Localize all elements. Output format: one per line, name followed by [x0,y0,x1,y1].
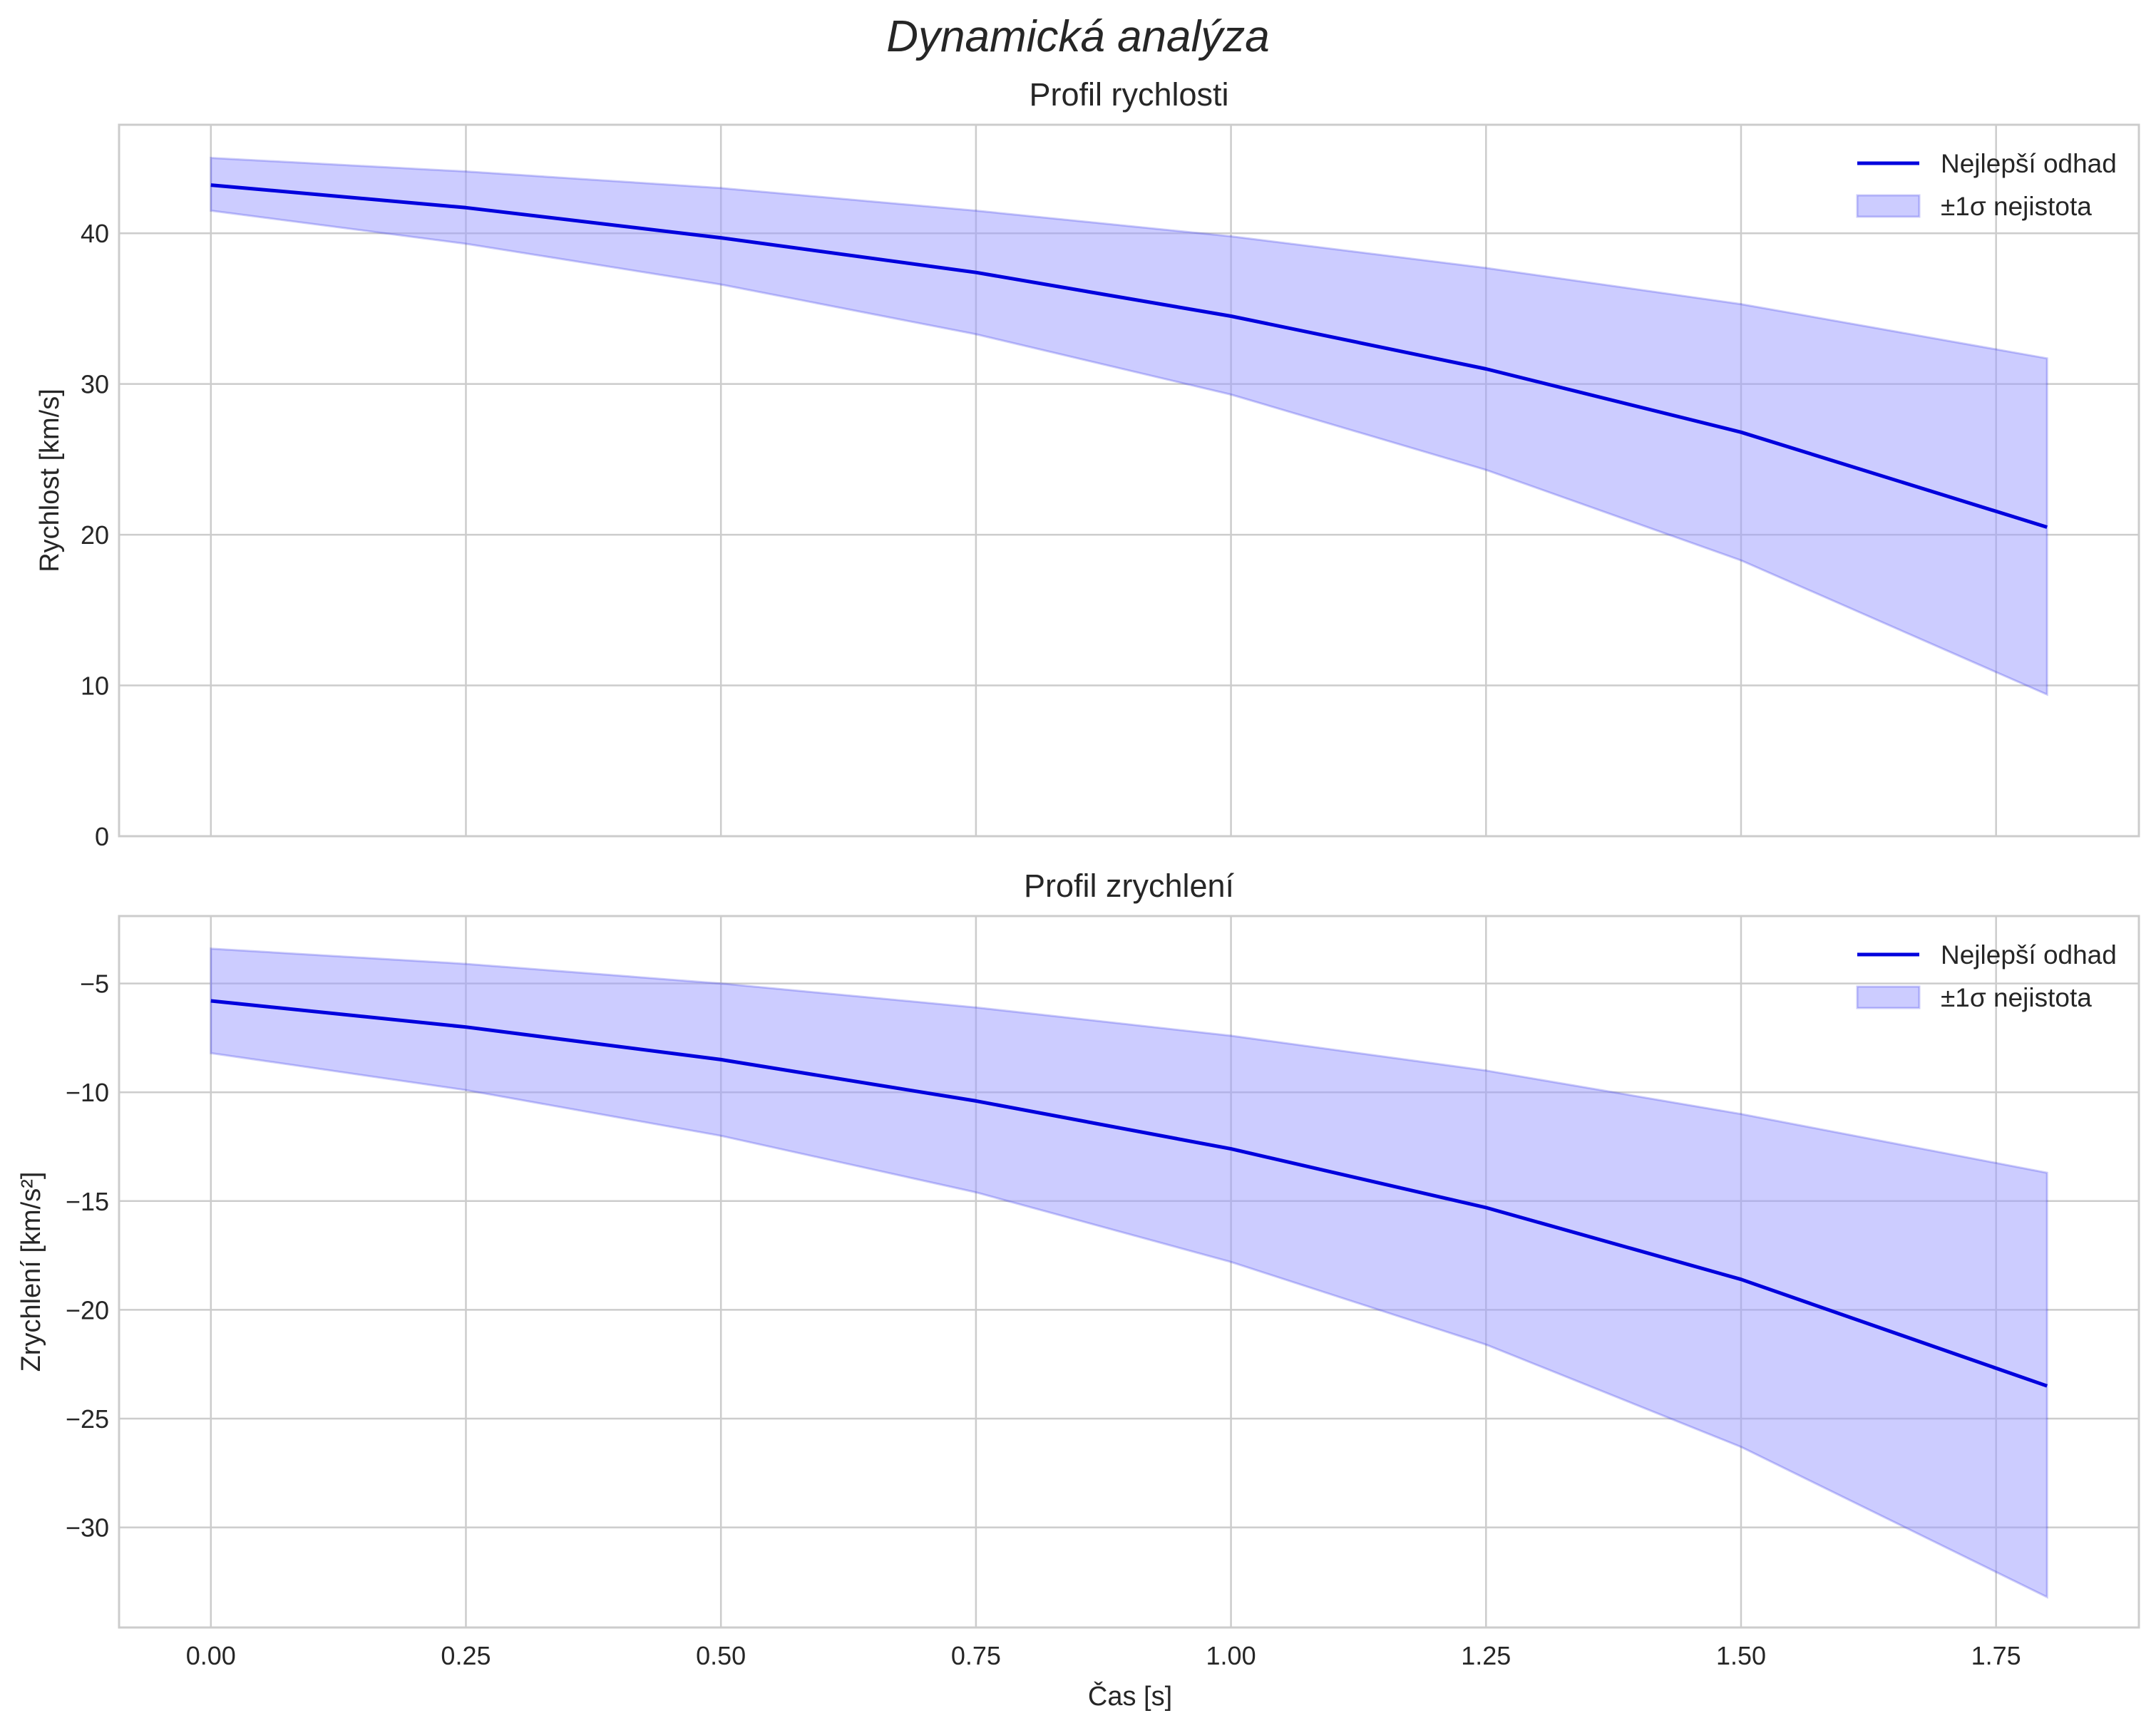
y-tick-label: −15 [66,1187,109,1216]
y-tick-label: 10 [81,672,109,701]
legend-label: ±1σ nejistota [1941,983,2092,1012]
legend-band-swatch [1856,985,1921,1009]
panel-title: Profil rychlosti [1029,76,1228,113]
y-tick-label: −20 [66,1295,109,1325]
panel-acceleration: −30 −25 −20 −15 −10 −5 0.00 0.25 0.50 0.75 1.00 1.2… [16,868,2140,1670]
axes-frame [118,123,2140,838]
y-tick-label: −25 [66,1404,109,1434]
y-tick-label: −30 [66,1513,109,1543]
x-tick-label: 0.75 [951,1641,1001,1670]
legend-label: Nejlepší odhad [1941,940,2117,970]
y-tick-label: 30 [81,370,109,399]
x-tick-label: 1.00 [1206,1641,1256,1670]
panel-title: Profil zrychlení [1024,868,1235,904]
best-estimate-line [210,999,2048,1388]
uncertainty-band [210,947,2048,1599]
y-tick-label: 0 [95,822,109,851]
legend-label: ±1σ nejistota [1941,192,2092,221]
x-tick-label: 1.50 [1716,1641,1766,1670]
legend-band-swatch [1856,194,1921,218]
panel-speed: 0 10 20 30 40 Profil rychlosti Rychlost [km/s]… [35,76,2140,851]
legend: Nejlepší odhad ±1σ nejistota [1856,940,2117,1012]
legend-label: Nejlepší odhad [1941,149,2117,178]
axes-frame [118,915,2140,1629]
y-axis-label: Rychlost [km/s] [35,389,65,572]
y-tick-label: 20 [81,520,109,550]
x-tick-label: 1.25 [1461,1641,1511,1670]
x-axis-label: Čas [s] [1088,1680,1172,1712]
y-tick-label: 40 [81,219,109,248]
x-tick-label: 0.25 [441,1641,491,1670]
uncertainty-band [210,156,2048,696]
y-axis-label: Zrychlení [km/s²] [16,1172,46,1372]
legend: Nejlepší odhad ±1σ nejistota [1856,149,2117,221]
x-tick-label: 1.75 [1971,1641,2021,1670]
figure-title: Dynamická analýza [886,12,1270,61]
best-estimate-line [210,183,2048,529]
x-tick-label: 0.00 [186,1641,236,1670]
x-tick-label: 0.50 [696,1641,746,1670]
y-tick-label: −10 [66,1078,109,1107]
y-tick-label: −5 [80,970,109,999]
